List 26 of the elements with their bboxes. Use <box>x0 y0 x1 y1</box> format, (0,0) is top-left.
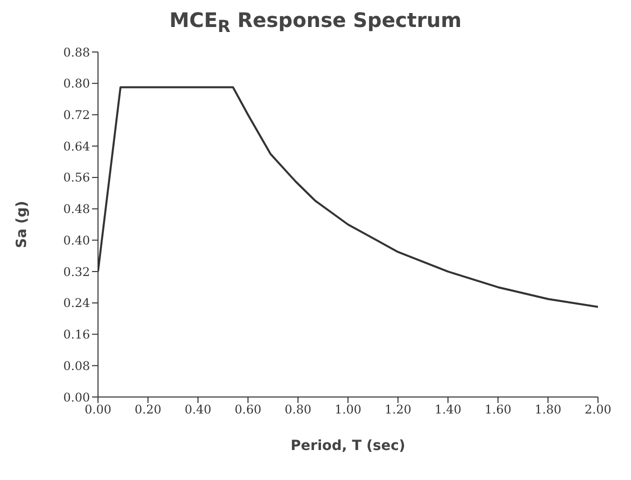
y-tick-label: 0.56 <box>63 170 90 185</box>
x-tick-label: 0.20 <box>134 402 162 417</box>
chart-title: MCE$_{R}$ Response Spectrum <box>168 8 463 38</box>
y-tick-label: 0.40 <box>63 233 90 248</box>
y-tick-label: 0.80 <box>63 76 90 91</box>
x-tick-label: 0.40 <box>184 402 212 417</box>
x-tick-label: 0.00 <box>84 402 112 417</box>
y-tick-label: 0.00 <box>63 390 90 404</box>
y-tick-label: 0.64 <box>63 139 90 154</box>
x-tick-label: 1.20 <box>384 402 412 417</box>
y-tick-label: 0.24 <box>63 296 90 310</box>
y-axis-title: Sa (g) <box>14 200 30 248</box>
y-tick-label: 0.32 <box>63 264 90 279</box>
y-tick-label: 0.08 <box>63 358 90 373</box>
x-tick-label: 0.60 <box>234 402 262 417</box>
y-tick-label: 0.16 <box>63 328 90 342</box>
x-tick-label: 2.00 <box>584 402 612 417</box>
x-axis-title: Period, T (sec) <box>290 438 406 454</box>
x-tick-label: 1.80 <box>534 402 562 417</box>
x-tick-label: 1.40 <box>434 402 462 417</box>
y-tick-label: 0.48 <box>63 202 90 216</box>
x-tick-label: 1.00 <box>334 402 362 417</box>
y-tick-label: 0.72 <box>63 108 90 122</box>
x-tick-label: 0.80 <box>284 402 312 417</box>
x-tick-label: 1.60 <box>484 402 512 417</box>
y-tick-label: 0.88 <box>63 45 90 60</box>
